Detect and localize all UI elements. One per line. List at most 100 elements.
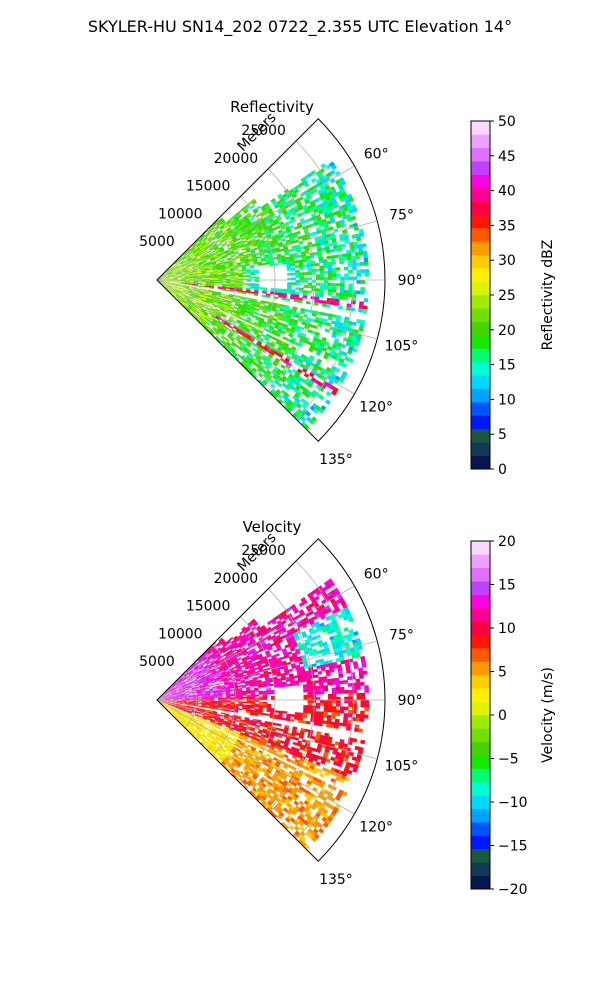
radar-cell: [257, 665, 263, 670]
radar-cell: [286, 407, 293, 413]
radar-cell: [354, 649, 360, 655]
radar-cell: [163, 284, 168, 288]
radar-cell: [246, 304, 252, 308]
radar-cell: [273, 325, 280, 330]
radar-cell: [246, 240, 252, 244]
radar-cell: [262, 701, 268, 704]
radar-cell: [322, 237, 329, 242]
radar-cell: [293, 608, 300, 614]
radar-cell: [201, 693, 206, 695]
radar-cell: [255, 625, 261, 631]
radar-cell: [167, 286, 172, 290]
radar-cell: [330, 678, 336, 682]
radar-cell: [218, 677, 224, 680]
radar-cell: [285, 226, 291, 231]
radar-cell: [253, 353, 259, 359]
radar-cell: [276, 328, 282, 333]
radar-cell: [245, 327, 251, 332]
radar-cell: [315, 691, 321, 695]
radar-cell: [197, 298, 203, 301]
radar-cell: [182, 300, 187, 304]
radar-cell: [209, 675, 215, 679]
radar-cell: [323, 685, 329, 689]
radar-cell: [181, 702, 186, 705]
radar-cell: [196, 668, 201, 673]
radar-cell: [212, 292, 217, 295]
radar-cell: [197, 678, 202, 682]
radar-cell: [219, 658, 224, 663]
radar-cell: [310, 213, 317, 218]
radar-cell: [163, 285, 167, 288]
radar-cell: [189, 252, 194, 257]
radar-cell: [250, 639, 256, 644]
radar-cell: [245, 263, 250, 267]
colorbar-swatch: [471, 415, 490, 430]
radar-cell: [170, 268, 175, 272]
radar-cell: [177, 701, 182, 703]
radar-cell: [348, 693, 353, 697]
radar-cell: [248, 259, 254, 263]
radar-cell: [340, 283, 345, 287]
radar-cell: [160, 696, 165, 699]
radar-cell: [160, 278, 166, 280]
radar-cell: [257, 627, 263, 632]
radar-cell: [251, 301, 257, 305]
radar-cell: [193, 671, 198, 675]
radar-cell: [266, 626, 272, 632]
radar-cell: [259, 211, 265, 216]
radar-cell: [311, 635, 318, 641]
radar-cell: [255, 302, 261, 306]
colorbar-swatch: [471, 321, 490, 336]
radar-cell: [250, 701, 256, 704]
radar-cell: [165, 280, 170, 282]
radar-cell: [202, 656, 207, 660]
radar-cell: [319, 370, 325, 377]
radar-cell: [232, 228, 237, 233]
radar-cell: [221, 647, 226, 652]
radar-cell: [283, 249, 289, 254]
velocity-field: [157, 578, 370, 851]
radar-cell: [181, 256, 186, 260]
radar-cell: [173, 697, 178, 699]
radar-cell: [241, 247, 246, 251]
radar-cell: [163, 284, 168, 288]
radar-cell: [209, 254, 214, 258]
radar-cell: [250, 328, 256, 332]
radar-cell: [282, 230, 288, 235]
radar-cell: [253, 687, 259, 690]
radar-cell: [348, 696, 353, 701]
radar-cell: [172, 275, 178, 277]
radar-cell: [299, 618, 305, 624]
radar-cell: [313, 208, 319, 214]
radar-cell: [314, 293, 320, 298]
radar-cell: [336, 223, 342, 229]
radar-cell: [172, 692, 177, 695]
radar-cell: [258, 710, 263, 714]
radar-cell: [310, 222, 316, 228]
radar-cell: [254, 280, 260, 282]
radar-cell: [298, 196, 304, 202]
radar-cell: [298, 714, 304, 719]
radar-cell: [266, 355, 273, 360]
radar-cell: [204, 710, 210, 713]
radar-cell: [243, 629, 249, 634]
radar-cell: [270, 222, 276, 227]
radar-cell: [189, 698, 195, 700]
radar-cell: [168, 273, 173, 276]
colorbar-swatch: [471, 241, 490, 256]
radar-cell: [246, 707, 251, 710]
radar-cell: [237, 221, 242, 226]
radar-cell: [221, 314, 226, 318]
radar-cell: [241, 685, 247, 689]
radar-cell: [239, 330, 245, 335]
radar-cell: [343, 289, 349, 294]
radar-cell: [217, 255, 223, 258]
radar-cell: [221, 267, 226, 270]
radar-cell: [286, 265, 292, 269]
radar-cell: [274, 309, 280, 313]
radar-cell: [335, 295, 340, 300]
radar-cell: [230, 322, 235, 327]
radar-cell: [228, 239, 234, 244]
radar-cell: [281, 259, 287, 263]
radar-cell: [276, 237, 282, 242]
